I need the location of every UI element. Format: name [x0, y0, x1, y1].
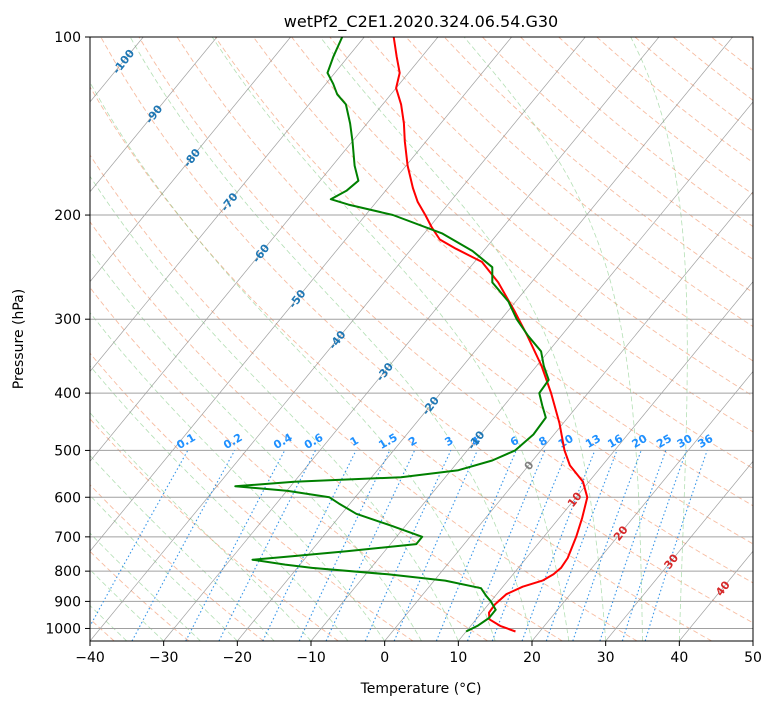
dry-adiabat-line: [90, 86, 712, 641]
dry-adiabat-line: [214, 37, 753, 507]
isotherm-line: [384, 191, 753, 641]
x-tick-label: 50: [744, 650, 762, 666]
dry-adiabat-line: [90, 154, 638, 641]
mixing-ratio-line: [218, 450, 316, 641]
moist-adiabat-line: [90, 312, 386, 641]
isotherm-line: [458, 281, 753, 641]
y-tick-label: 500: [54, 443, 81, 459]
mixing-ratio-line: [131, 450, 236, 641]
mixing-ratio-line: [90, 450, 189, 628]
isotherm-line: [90, 37, 291, 283]
mixing-ratio-line: [572, 450, 642, 641]
moist-adiabat-line: [90, 454, 275, 641]
moist-adiabat-line: [90, 81, 496, 641]
dry-adiabat-line: [90, 220, 563, 641]
x-tick-label: −30: [149, 650, 179, 666]
x-tick-label: 10: [449, 650, 467, 666]
mixing-ratio-line: [466, 450, 546, 641]
x-axis-label: Temperature (°C): [360, 681, 482, 697]
x-tick-label: 0: [380, 650, 389, 666]
x-tick-label: −20: [223, 650, 253, 666]
dry-adiabat-line: [90, 286, 488, 641]
y-tick-label: 400: [54, 386, 81, 402]
moist-adiabat-line: [129, 37, 533, 641]
y-tick-label: 300: [54, 312, 81, 328]
y-tick-label: 700: [54, 530, 81, 546]
plot-frame: [89, 36, 754, 642]
isotherm-line: [90, 37, 586, 641]
isotherm-line: [752, 640, 753, 641]
dry-adiabat-line: [90, 484, 264, 641]
moist-adiabat-line: [90, 569, 164, 641]
moist-adiabat-line: [90, 532, 201, 641]
x-tick-label: 20: [523, 650, 541, 666]
isotherm-line: [163, 37, 660, 641]
x-tick-label: 30: [597, 650, 615, 666]
x-tick-label: −40: [75, 650, 105, 666]
moist-adiabat-line: [211, 37, 570, 641]
y-axis-label: Pressure (hPa): [11, 289, 27, 389]
y-tick-label: 600: [54, 490, 81, 506]
plot-background: [90, 37, 753, 641]
y-tick-label: 900: [54, 594, 81, 610]
y-tick-label: 100: [54, 30, 81, 46]
isotherm-line: [90, 37, 365, 373]
temperature-profile: [392, 37, 589, 633]
mixing-ratio-line: [435, 450, 517, 641]
moist-adiabat-line: [90, 175, 459, 641]
moist-adiabat-line: [630, 37, 688, 641]
isotherm-line: [90, 37, 439, 462]
chart-title: wetPf2_C2E1.2020.324.06.54.G30: [284, 12, 558, 32]
dry-adiabat-line: [443, 37, 753, 294]
dry-adiabat-line: [405, 37, 753, 328]
mixing-ratio-line: [621, 450, 687, 641]
profiles: [234, 37, 589, 633]
isotherm-line: [605, 460, 753, 641]
mixing-ratio-line: [599, 450, 667, 641]
background-lines: [90, 37, 753, 641]
y-tick-label: 800: [54, 564, 81, 580]
mixing-ratio-line: [491, 450, 569, 641]
moist-adiabat-line: [90, 250, 422, 641]
dry-adiabat-line: [291, 37, 753, 433]
dry-adiabat-line: [329, 37, 753, 397]
mixing-ratio-line: [545, 450, 618, 641]
isotherm-line: [531, 370, 753, 641]
y-tick-label: 200: [54, 208, 81, 224]
dry-adiabat-line: [90, 418, 339, 641]
isotherm-line: [90, 37, 218, 193]
isotherm-line: [237, 37, 733, 641]
mixing-ratio-line: [364, 450, 452, 641]
moist-adiabat-line: [319, 37, 607, 641]
isotherm-line: [90, 37, 512, 552]
dry-adiabat-line: [100, 37, 753, 624]
moist-adiabat-line: [90, 494, 238, 641]
mixing-ratio-line: [521, 450, 596, 641]
dry-adiabat-line: [138, 37, 753, 584]
x-tick-label: −10: [296, 650, 326, 666]
dry-adiabat-line: [90, 550, 190, 641]
mixing-ratio-line: [644, 450, 708, 641]
moist-adiabat-line: [463, 37, 643, 641]
y-tick-label: 1000: [45, 621, 81, 637]
dewpoint-profile: [234, 37, 550, 633]
axes: −40 −30 −20 −10 0 10 20 30 40 50 100 200 300 400 500 60…: [45, 30, 762, 666]
isotherm-line: [310, 101, 753, 641]
mixing-ratio-line: [393, 450, 478, 641]
x-tick-label: 40: [670, 650, 688, 666]
